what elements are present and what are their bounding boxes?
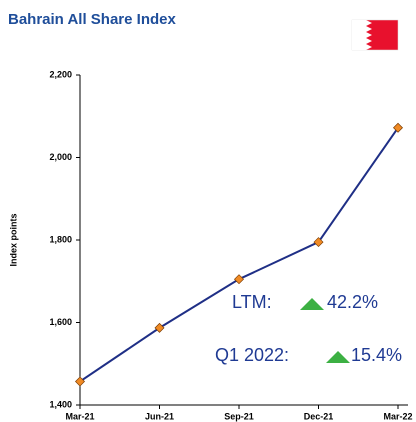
x-tick-label: Sep-21 — [224, 411, 254, 421]
x-tick-label: Dec-21 — [304, 411, 334, 421]
marker — [154, 322, 165, 333]
annotation: LTM: — [232, 292, 272, 312]
chart-title: Bahrain All Share Index — [8, 11, 176, 28]
y-tick-label: 1,800 — [49, 234, 72, 244]
annotation: 42.2% — [327, 292, 378, 312]
y-tick-label: 2,000 — [49, 152, 72, 162]
x-tick-label: Mar-21 — [65, 411, 94, 421]
y-tick-label: 2,200 — [49, 69, 72, 79]
annotation: Q1 2022: — [215, 345, 289, 365]
marker — [313, 237, 324, 248]
x-tick-label: Mar-22 — [383, 411, 412, 421]
annotation: 15.4% — [351, 345, 402, 365]
marker — [234, 274, 244, 285]
x-tick-label: Jun-21 — [145, 411, 174, 421]
y-axis-label: Index points — [8, 213, 18, 266]
marker — [75, 376, 85, 387]
y-tick-label: 1,600 — [49, 317, 72, 327]
y-tick-label: 1,400 — [49, 399, 72, 409]
flag — [351, 19, 399, 51]
up-arrow — [326, 351, 350, 363]
marker — [393, 122, 403, 133]
line — [79, 127, 399, 383]
up-arrow — [300, 298, 324, 310]
